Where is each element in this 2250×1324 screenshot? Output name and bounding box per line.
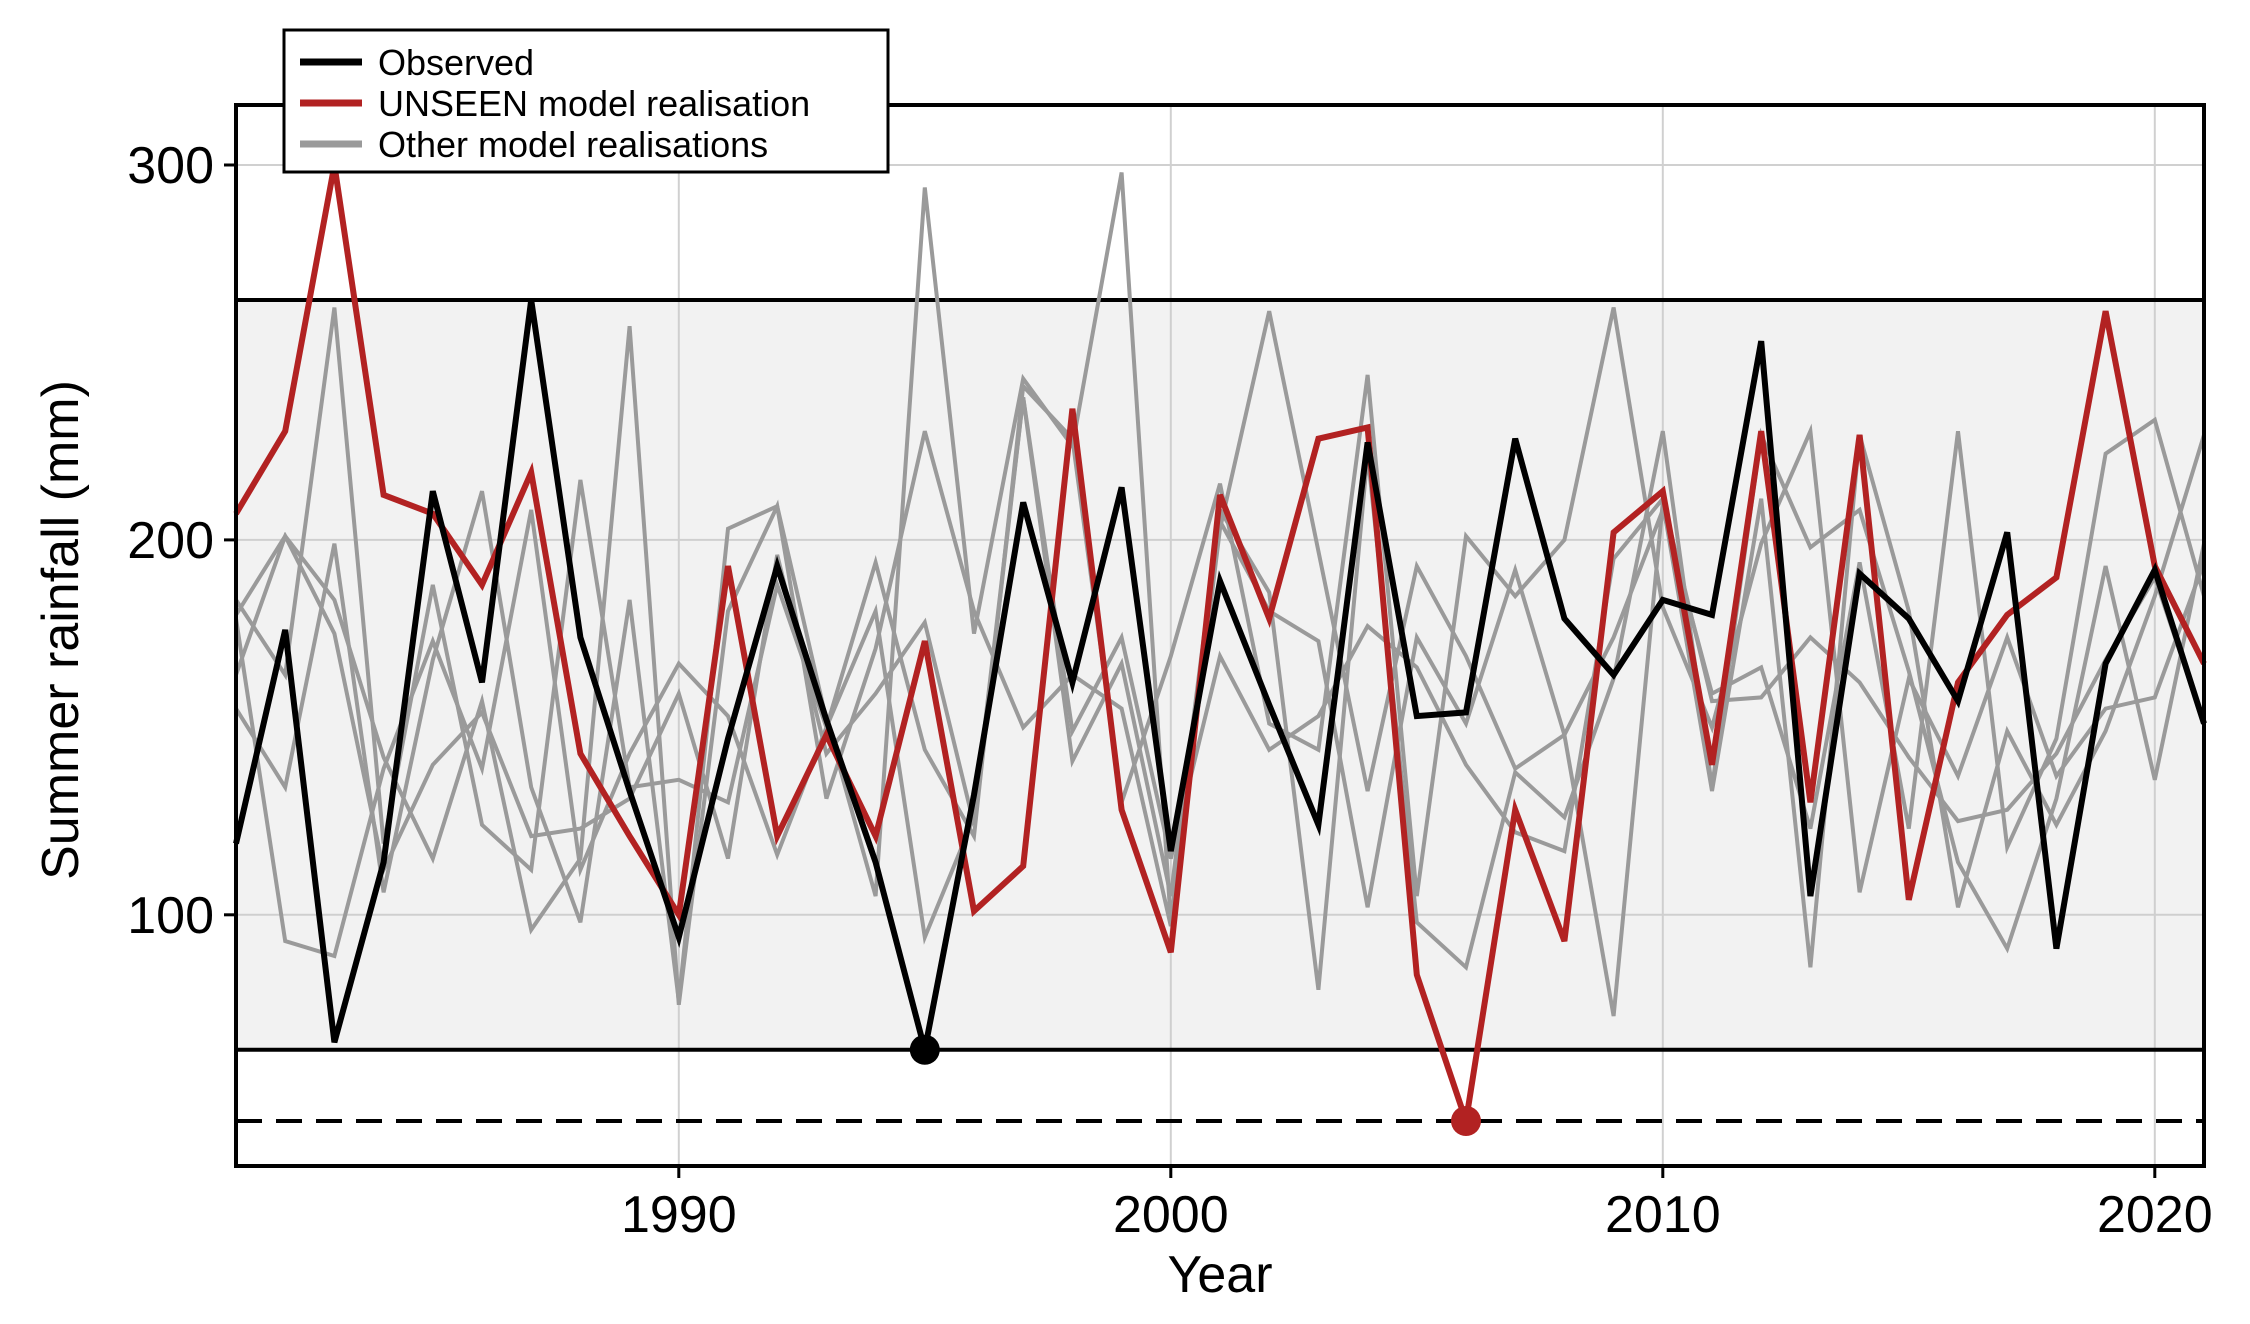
- y-tick-label: 100: [127, 887, 214, 945]
- legend-label: UNSEEN model realisation: [378, 83, 810, 124]
- x-tick-label: 2020: [2097, 1186, 2213, 1244]
- y-tick-label: 200: [127, 512, 214, 570]
- y-tick-label: 300: [127, 137, 214, 195]
- main-series: [233, 164, 2207, 1137]
- y-axis-ticks: 100 200 300: [127, 137, 236, 945]
- x-tick-label: 2000: [1113, 1186, 1229, 1244]
- plot-border: [234, 103, 2206, 1168]
- reference-band: [236, 297, 2204, 1124]
- plot-frame: [234, 103, 2206, 1168]
- y-axis-title: Summer rainfall (mm): [32, 380, 90, 880]
- x-tick-label: 2010: [1605, 1186, 1721, 1244]
- series-line-observed: [233, 299, 2207, 1051]
- x-axis-title: Year: [1167, 1246, 1272, 1304]
- highlight-point: [909, 1034, 940, 1065]
- series-line-other-1: [234, 307, 2206, 897]
- legend-label: Observed: [378, 42, 534, 83]
- x-axis-ticks: 1990 2000 2010 2020: [621, 1166, 2213, 1244]
- legend-box: [282, 28, 890, 174]
- legend-label: Other model realisations: [378, 124, 768, 165]
- highlight-point: [1451, 1106, 1481, 1137]
- x-tick-label: 1990: [621, 1186, 737, 1244]
- series-line-other-5: [234, 397, 2206, 877]
